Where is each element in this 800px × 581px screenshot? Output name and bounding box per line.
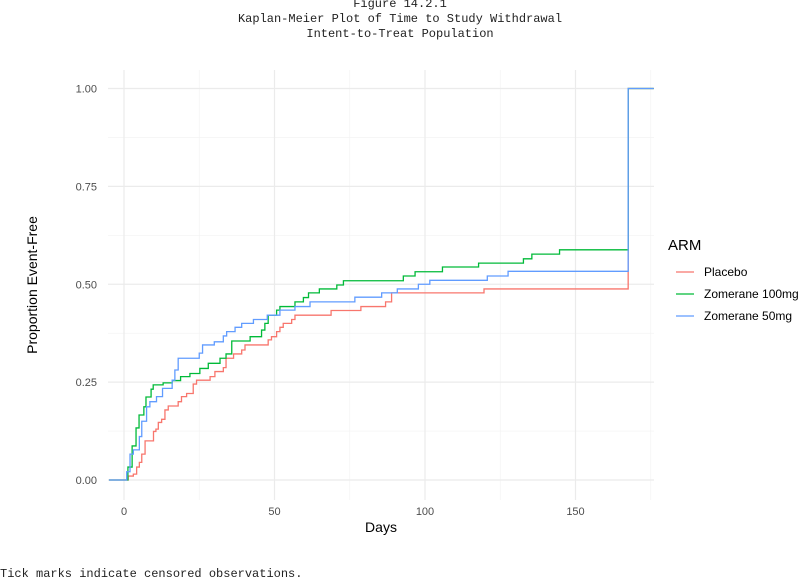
chart-subtitle: Intent-to-Treat Population <box>306 27 494 41</box>
legend-title: ARM <box>668 237 701 254</box>
x-tick-label: 100 <box>416 506 434 518</box>
y-axis-label: Proportion Event-Free <box>24 216 40 354</box>
km-curve-zomerane-100mg <box>108 87 654 481</box>
legend-label: Zomerane 100mg <box>704 287 799 301</box>
footnote: Tick marks indicate censored observation… <box>0 567 303 581</box>
y-tick-label: 0.75 <box>76 181 97 193</box>
km-curve-zomerane-50mg <box>108 87 654 481</box>
km-curve-placebo <box>108 87 654 481</box>
figure-number: Figure 14.2.1 <box>353 0 447 11</box>
y-tick-label: 0.00 <box>76 475 97 487</box>
x-tick-label: 0 <box>121 506 127 518</box>
legend-label: Placebo <box>704 265 748 279</box>
y-tick-label: 1.00 <box>76 84 97 96</box>
x-tick-label: 150 <box>566 506 584 518</box>
x-axis-label: Days <box>365 519 397 535</box>
chart-title: Kaplan-Meier Plot of Time to Study Withd… <box>237 12 563 26</box>
y-tick-label: 0.50 <box>76 279 97 291</box>
x-tick-label: 50 <box>268 506 280 518</box>
legend-label: Zomerane 50mg <box>704 309 792 323</box>
y-tick-label: 0.25 <box>76 377 97 389</box>
